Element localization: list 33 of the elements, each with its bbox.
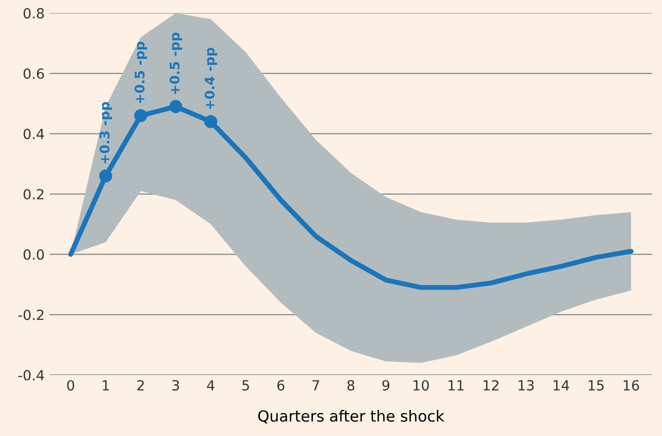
- x-tick-label: 11: [448, 380, 464, 390]
- point: [99, 169, 112, 182]
- annotation: +0.3 -pp: [100, 102, 112, 164]
- x-tick-label: 8: [347, 380, 354, 391]
- y-tick-label: -0.2: [18, 310, 44, 320]
- x-tick-label: 13: [518, 380, 534, 391]
- x-tick-label: 10: [414, 380, 429, 391]
- y-tick-label: 0.6: [24, 68, 44, 79]
- x-tick-label: 5: [242, 380, 249, 391]
- x-tick-label: 16: [624, 380, 640, 391]
- x-tick-label: 6: [277, 380, 284, 391]
- y-tick-label: 0.0: [24, 249, 44, 260]
- x-tick-label: 1: [102, 380, 109, 390]
- point: [204, 115, 218, 128]
- x-tick-label: 9: [382, 380, 390, 391]
- x-tick-label: 2: [137, 380, 144, 390]
- x-tick-label: 4: [207, 380, 214, 390]
- y-tick-label: 0.8: [24, 8, 44, 19]
- point: [134, 109, 148, 122]
- annotation: +0.5 -pp: [134, 42, 148, 104]
- y-tick-label: 0.4: [24, 128, 44, 140]
- x-tick-label: 7: [312, 380, 320, 390]
- x-tick-label: 14: [554, 380, 570, 390]
- x-tick-label: 0: [67, 380, 74, 391]
- x-tick-label: 3: [172, 380, 180, 391]
- x-tick-label: 12: [484, 380, 498, 390]
- point: [169, 100, 182, 114]
- y-tick-label: -0.4: [18, 370, 44, 380]
- x-tick-label: 15: [588, 380, 604, 391]
- annotation: +0.5 -pp: [170, 32, 182, 94]
- x-axis-title: Quarters after the shock: [258, 410, 444, 424]
- y-tick-label: 0.2: [24, 188, 44, 200]
- annotation: +0.4 -pp: [204, 48, 218, 110]
